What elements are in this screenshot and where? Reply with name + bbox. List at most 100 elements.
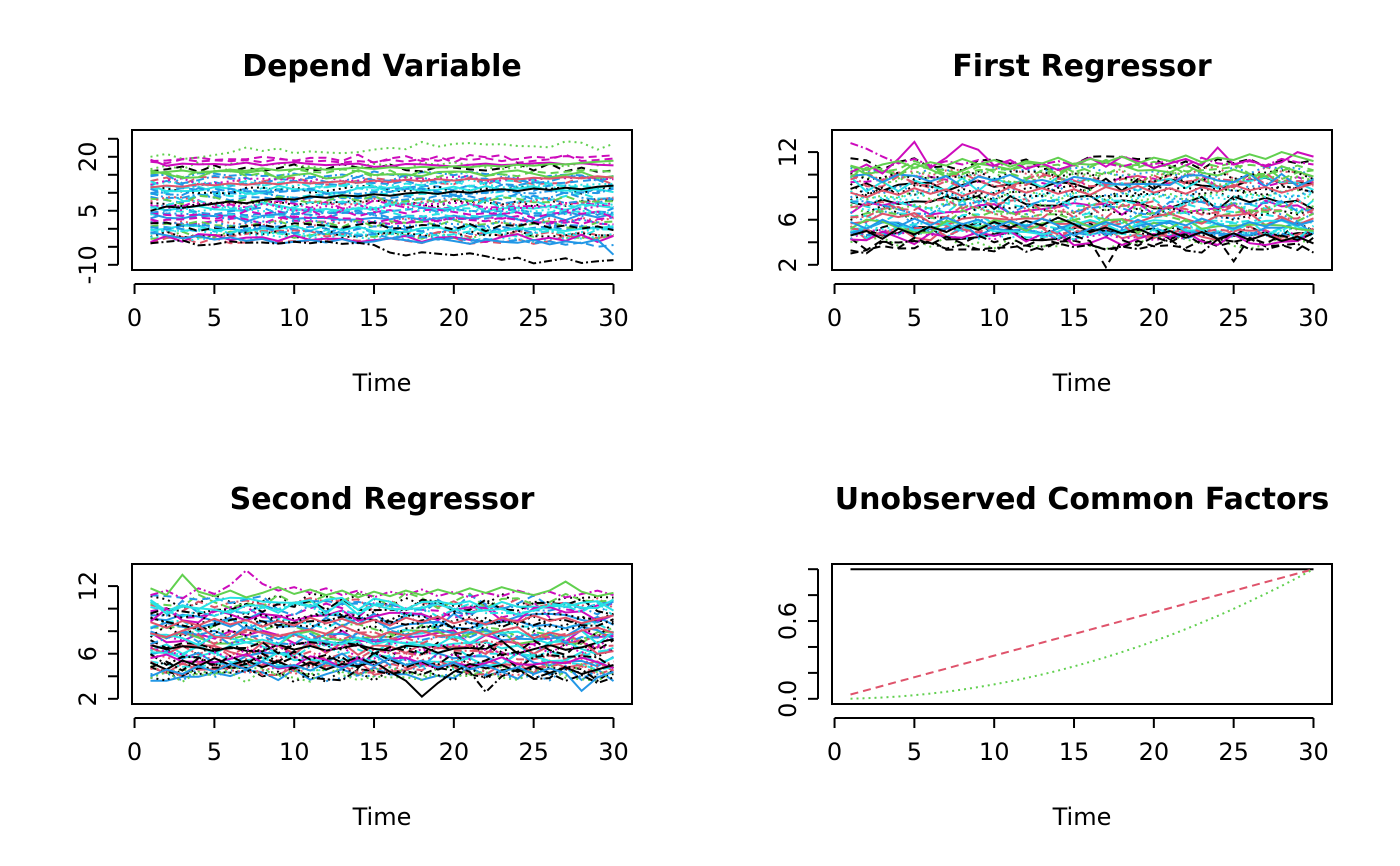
x-axis: 0 5 10 15 20 25 30 — [127, 283, 629, 332]
x-tick-label: 15 — [1059, 304, 1090, 332]
series-line — [150, 191, 614, 202]
panel-title: First Regressor — [952, 49, 1212, 84]
series-line — [150, 173, 614, 185]
series-line — [850, 172, 1314, 188]
x-tick-label: 20 — [439, 304, 470, 332]
series-line — [150, 615, 614, 632]
panel-1: Depend Variable 0 5 10 15 20 25 30 Time -10 5 20 — [74, 49, 633, 397]
series-line — [150, 184, 614, 212]
y-tick-label: 2 — [774, 257, 802, 272]
x-tick-label: 30 — [1298, 304, 1329, 332]
series-line — [850, 165, 1315, 181]
series-group — [150, 140, 615, 265]
y-tick-label: 12 — [774, 137, 802, 168]
series-line — [150, 201, 614, 212]
series-line — [850, 197, 1315, 215]
series-line — [150, 202, 614, 213]
series-group — [849, 140, 1315, 269]
x-tick-label: 10 — [979, 304, 1010, 332]
series-line — [850, 232, 1314, 269]
plot-frame — [131, 563, 633, 705]
series-line — [150, 210, 614, 221]
y-axis: -10 5 20 — [74, 137, 119, 284]
series-line — [850, 151, 1314, 172]
y-tick-label: -10 — [74, 245, 102, 284]
series-line — [849, 163, 1314, 181]
series-line — [150, 573, 614, 599]
series-line — [150, 228, 614, 240]
x-tick-label: 15 — [359, 738, 390, 766]
panel-title: Unobserved Common Factors — [835, 482, 1330, 517]
series-line — [150, 657, 614, 693]
panel-title: Second Regressor — [230, 482, 535, 517]
y-tick-label: 6 — [74, 646, 102, 661]
x-tick-label: 25 — [1218, 738, 1249, 766]
series-line — [150, 205, 614, 215]
panel-4: Unobserved Common Factors 0 5 10 15 20 25 30 Tim… — [774, 482, 1333, 831]
series-line — [850, 238, 1314, 255]
series-line — [850, 568, 1314, 696]
x-tick-label: 25 — [518, 304, 549, 332]
series-line — [850, 568, 1314, 700]
x-axis-label: Time — [1052, 369, 1112, 397]
x-tick-label: 5 — [907, 304, 922, 332]
plot-frame — [831, 563, 1333, 705]
y-tick-label: 12 — [74, 571, 102, 602]
x-tick-label: 30 — [1298, 738, 1329, 766]
series-line — [850, 216, 1314, 237]
x-axis: 0 5 10 15 20 25 30 — [127, 717, 629, 766]
x-tick-label: 15 — [1059, 738, 1090, 766]
x-axis: 0 5 10 15 20 25 30 — [827, 717, 1329, 766]
series-line — [150, 175, 614, 189]
series-line — [150, 158, 614, 168]
series-line — [850, 170, 1314, 186]
series-line — [150, 629, 614, 646]
series-line — [150, 184, 614, 195]
x-tick-label: 5 — [907, 738, 922, 766]
series-line — [150, 666, 614, 684]
series-line — [150, 221, 614, 233]
series-line — [150, 657, 614, 698]
x-tick-label: 25 — [1218, 304, 1249, 332]
x-axis-label: Time — [352, 803, 412, 831]
x-tick-label: 20 — [439, 738, 470, 766]
series-line — [850, 218, 1314, 235]
y-axis: 2 6 12 — [774, 137, 819, 272]
series-line — [150, 159, 614, 175]
x-tick-label: 20 — [1139, 304, 1170, 332]
plot-frame — [131, 129, 633, 271]
series-line — [150, 231, 615, 256]
x-tick-label: 20 — [1139, 738, 1170, 766]
series-line — [150, 639, 615, 657]
y-tick-label: 2 — [74, 691, 102, 706]
x-axis: 0 5 10 15 20 25 30 — [827, 283, 1329, 332]
series-line — [150, 178, 614, 190]
series-line — [149, 651, 615, 670]
panel-2: First Regressor 0 5 10 15 20 25 30 Time 2 6 12 — [774, 49, 1333, 397]
series-line — [850, 184, 1314, 201]
x-tick-label: 30 — [598, 304, 629, 332]
panel-title: Depend Variable — [242, 49, 522, 84]
x-tick-label: 5 — [207, 304, 222, 332]
series-line — [150, 169, 614, 180]
x-tick-label: 10 — [979, 738, 1010, 766]
x-tick-label: 10 — [279, 738, 310, 766]
x-axis-label: Time — [352, 369, 412, 397]
series-line — [850, 182, 1314, 199]
series-line — [850, 199, 1314, 216]
y-tick-label: 5 — [74, 203, 102, 218]
series-line — [149, 598, 615, 616]
series-line — [150, 227, 614, 239]
series-line — [850, 200, 1314, 216]
series-line — [850, 171, 1314, 188]
x-tick-label: 0 — [127, 304, 142, 332]
y-tick-label: 0.0 — [774, 680, 802, 718]
series-line — [150, 614, 614, 629]
series-line — [850, 203, 1314, 221]
x-tick-label: 25 — [518, 738, 549, 766]
series-line — [150, 140, 614, 161]
y-tick-label: 0.6 — [774, 602, 802, 640]
series-line — [150, 617, 614, 635]
series-line — [850, 169, 1314, 184]
